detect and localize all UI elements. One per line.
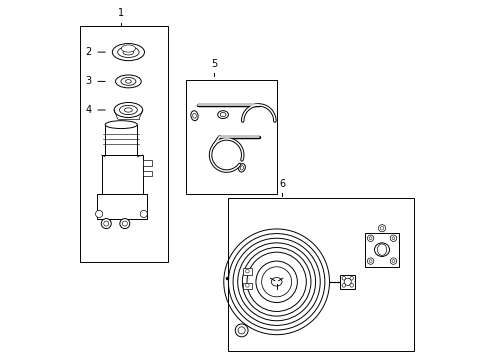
Bar — [243, 283, 251, 289]
Circle shape — [120, 219, 130, 229]
Circle shape — [389, 258, 396, 264]
Circle shape — [391, 237, 394, 240]
Circle shape — [238, 327, 244, 334]
Ellipse shape — [374, 243, 389, 256]
Circle shape — [103, 221, 108, 226]
Circle shape — [366, 258, 373, 264]
Ellipse shape — [192, 113, 196, 118]
Bar — [97, 194, 147, 219]
Circle shape — [140, 210, 147, 217]
Ellipse shape — [119, 105, 137, 114]
Circle shape — [95, 210, 102, 217]
Circle shape — [255, 261, 297, 302]
Bar — [142, 171, 151, 176]
Circle shape — [368, 237, 371, 240]
Circle shape — [349, 284, 353, 287]
Ellipse shape — [245, 269, 248, 273]
Bar — [340, 275, 354, 289]
Ellipse shape — [217, 111, 228, 118]
Ellipse shape — [121, 45, 135, 52]
Ellipse shape — [271, 278, 282, 286]
Circle shape — [261, 267, 291, 297]
Circle shape — [341, 284, 345, 287]
Circle shape — [341, 276, 345, 280]
Ellipse shape — [190, 111, 198, 121]
Text: 4: 4 — [85, 105, 91, 115]
Ellipse shape — [238, 164, 245, 172]
Bar — [228, 198, 413, 351]
Text: 5: 5 — [211, 59, 217, 69]
Text: 3: 3 — [85, 76, 91, 86]
Circle shape — [389, 235, 396, 242]
Ellipse shape — [377, 244, 386, 255]
Circle shape — [378, 225, 385, 232]
Ellipse shape — [114, 103, 142, 117]
Ellipse shape — [118, 47, 139, 58]
Ellipse shape — [115, 75, 141, 88]
Text: 6: 6 — [278, 179, 285, 189]
Ellipse shape — [245, 284, 248, 287]
Circle shape — [101, 219, 111, 229]
Bar — [102, 155, 142, 196]
Circle shape — [349, 276, 353, 280]
Ellipse shape — [124, 108, 132, 112]
Ellipse shape — [121, 77, 136, 85]
Text: 1: 1 — [118, 8, 124, 18]
Circle shape — [122, 221, 127, 226]
Ellipse shape — [105, 121, 137, 129]
Bar — [243, 268, 251, 275]
Circle shape — [366, 235, 373, 242]
Circle shape — [391, 260, 394, 262]
Bar — [105, 125, 137, 157]
Ellipse shape — [344, 278, 350, 285]
Text: 2: 2 — [85, 47, 91, 57]
Ellipse shape — [125, 80, 131, 83]
Bar — [364, 233, 398, 267]
Bar — [80, 26, 167, 262]
Ellipse shape — [220, 112, 225, 117]
Ellipse shape — [123, 49, 134, 55]
Circle shape — [368, 260, 371, 262]
Circle shape — [380, 226, 383, 230]
Bar — [185, 80, 276, 194]
Ellipse shape — [112, 44, 144, 61]
Bar — [142, 160, 151, 166]
Circle shape — [235, 324, 247, 337]
Ellipse shape — [240, 166, 243, 170]
